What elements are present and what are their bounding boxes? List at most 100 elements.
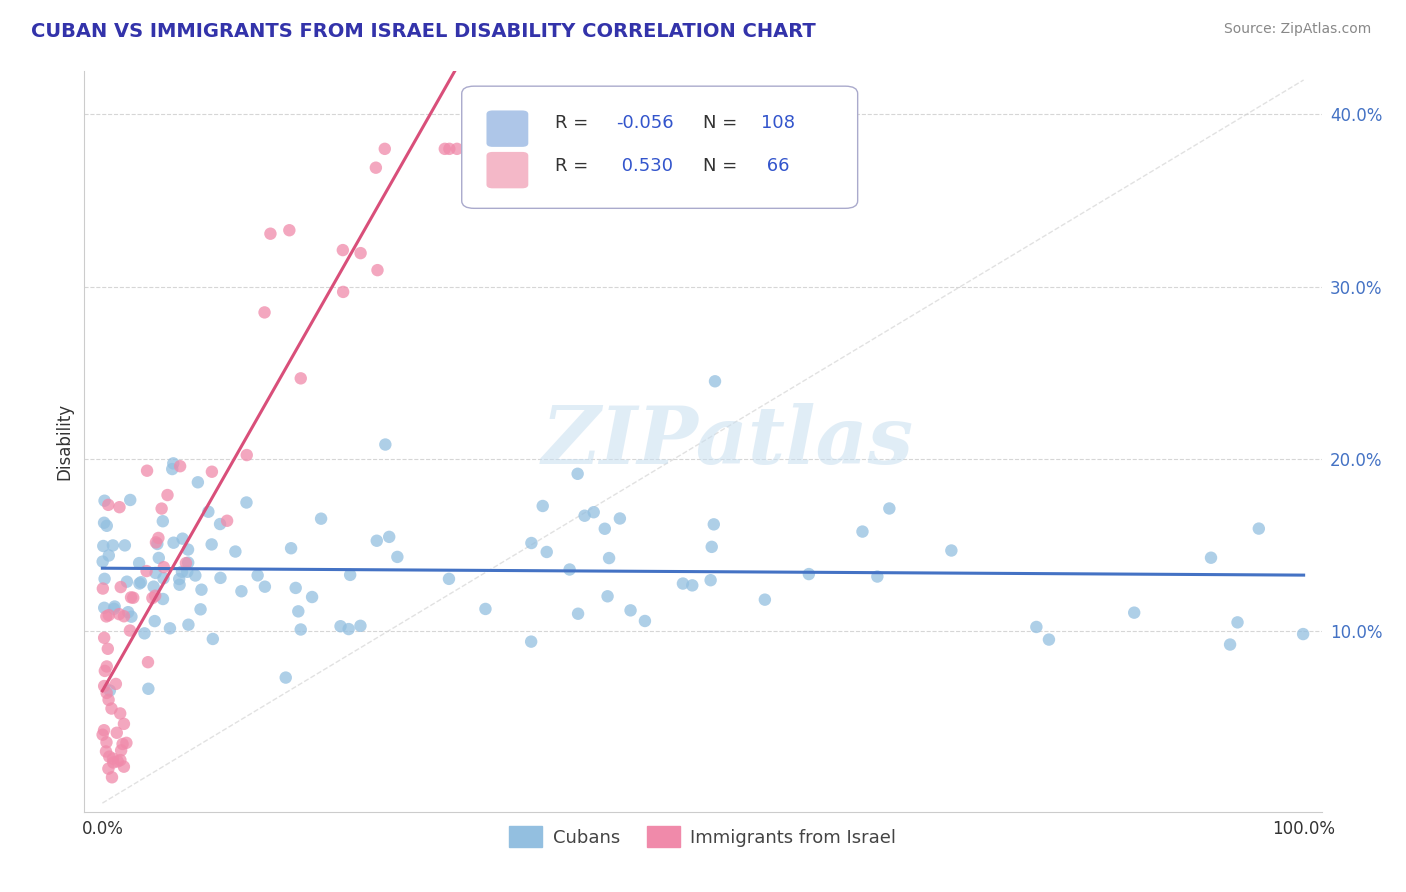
Point <box>97 549 120 563</box>
Point <box>1226 615 1249 630</box>
Text: R =: R = <box>554 157 593 175</box>
Point <box>349 619 371 633</box>
Point <box>593 522 616 536</box>
Point <box>259 227 281 241</box>
Point <box>160 462 183 476</box>
Point <box>148 550 170 565</box>
Point <box>148 531 170 545</box>
Point <box>104 599 127 614</box>
Point <box>98 683 121 698</box>
Text: ZIPatlas: ZIPatlas <box>541 403 914 480</box>
Point <box>110 580 132 594</box>
Point <box>287 604 309 618</box>
Point <box>280 541 302 556</box>
Point <box>366 533 388 548</box>
Point <box>141 591 163 605</box>
Point <box>143 589 166 603</box>
Text: CUBAN VS IMMIGRANTS FROM ISRAEL DISABILITY CORRELATION CHART: CUBAN VS IMMIGRANTS FROM ISRAEL DISABILI… <box>31 22 815 41</box>
Point <box>197 505 219 519</box>
Point <box>1292 627 1315 641</box>
Point <box>128 576 150 591</box>
Point <box>879 501 901 516</box>
Point <box>101 538 124 552</box>
Point <box>253 580 276 594</box>
Point <box>134 626 156 640</box>
Point <box>274 671 297 685</box>
Point <box>582 505 605 519</box>
Point <box>339 567 361 582</box>
Point <box>93 493 115 508</box>
Point <box>120 609 142 624</box>
Point <box>152 571 174 585</box>
Point <box>93 631 115 645</box>
Point <box>681 578 703 592</box>
Point <box>387 549 409 564</box>
Point <box>96 659 118 673</box>
Point <box>290 623 312 637</box>
Point <box>101 770 124 784</box>
Point <box>145 566 167 580</box>
Point <box>284 581 307 595</box>
Point <box>474 602 496 616</box>
Point <box>93 600 115 615</box>
Point <box>135 564 157 578</box>
Point <box>97 608 120 623</box>
Point <box>366 263 388 277</box>
Point <box>138 681 160 696</box>
Point <box>797 567 820 582</box>
Point <box>235 495 257 509</box>
Point <box>439 142 461 156</box>
Point <box>108 706 131 721</box>
Point <box>167 572 190 586</box>
Point <box>91 539 114 553</box>
Point <box>672 576 695 591</box>
Point <box>209 571 232 585</box>
Point <box>103 756 125 770</box>
Text: Source: ZipAtlas.com: Source: ZipAtlas.com <box>1223 22 1371 37</box>
Point <box>94 744 117 758</box>
Point <box>93 679 115 693</box>
Point <box>1038 632 1060 647</box>
Point <box>96 735 118 749</box>
Point <box>136 655 159 669</box>
Point <box>96 609 118 624</box>
Text: -0.056: -0.056 <box>616 114 673 132</box>
Point <box>115 736 138 750</box>
Point <box>170 565 193 579</box>
Point <box>201 537 224 551</box>
Point <box>156 488 179 502</box>
Point <box>332 285 354 299</box>
Point <box>337 622 360 636</box>
Point <box>364 161 387 175</box>
Point <box>301 590 323 604</box>
Point <box>97 762 120 776</box>
Point <box>941 543 963 558</box>
Point <box>278 223 301 237</box>
Point <box>145 535 167 549</box>
Point <box>150 501 173 516</box>
Point <box>115 574 138 589</box>
Point <box>118 624 141 638</box>
Point <box>558 562 581 576</box>
Point <box>122 591 145 605</box>
Text: N =: N = <box>703 157 742 175</box>
Point <box>754 592 776 607</box>
Point <box>93 516 115 530</box>
Point <box>201 632 224 646</box>
Point <box>103 602 125 616</box>
Point <box>110 753 132 767</box>
Point <box>520 634 543 648</box>
Point <box>1025 620 1047 634</box>
Point <box>91 582 114 596</box>
Point <box>246 568 269 582</box>
Point <box>112 609 135 624</box>
Point <box>174 556 197 570</box>
Point <box>609 511 631 525</box>
Text: 66: 66 <box>761 157 790 175</box>
Point <box>378 530 401 544</box>
Point <box>96 686 118 700</box>
Point <box>1123 606 1146 620</box>
Point <box>110 743 132 757</box>
Point <box>187 475 209 490</box>
Point <box>91 555 114 569</box>
